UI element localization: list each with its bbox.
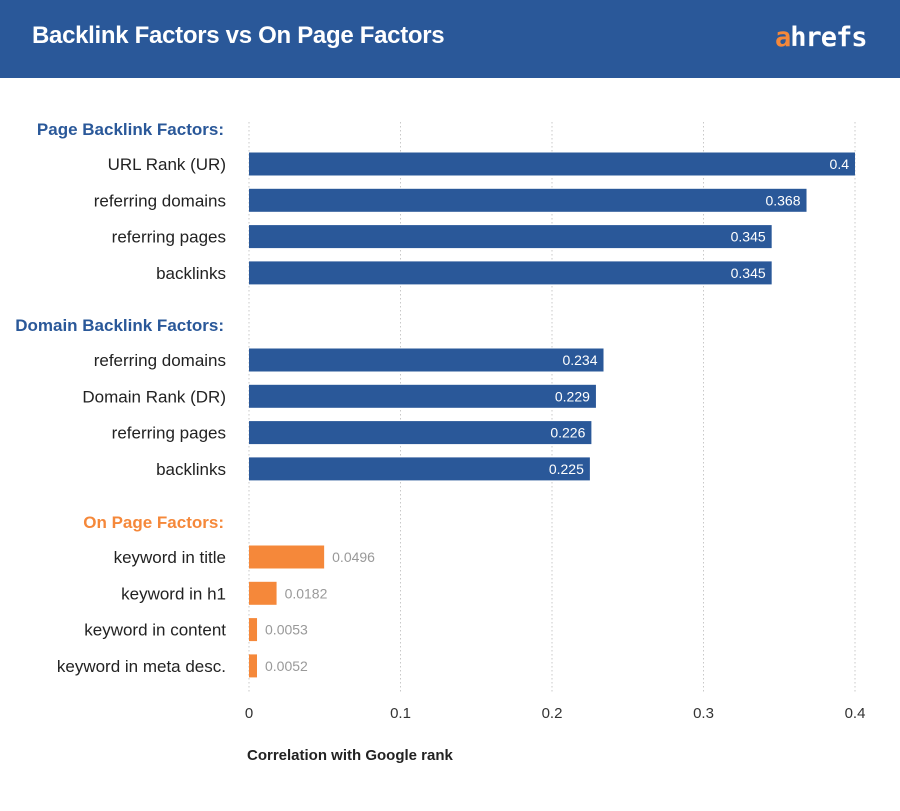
x-tick-label: 0.3	[693, 705, 714, 722]
category-label: backlinks	[156, 460, 226, 479]
bar	[249, 457, 590, 481]
category-label: keyword in h1	[121, 584, 226, 603]
bar	[249, 545, 325, 569]
bar	[249, 384, 596, 408]
ahrefs-logo: ahrefs	[775, 22, 868, 53]
category-label: keyword in content	[84, 621, 226, 640]
data-label: 0.225	[549, 461, 584, 477]
data-label: 0.0182	[285, 585, 328, 601]
category-label: referring pages	[112, 424, 226, 443]
data-label: 0.4	[830, 156, 850, 172]
data-label: 0.0052	[265, 658, 308, 674]
bar	[249, 152, 855, 176]
bar	[249, 654, 257, 678]
bar	[249, 225, 772, 249]
group-label: Domain Backlink Factors:	[15, 316, 224, 335]
bar	[249, 261, 772, 285]
data-label: 0.0496	[332, 549, 375, 565]
bar-chart: 0 0.1 0.2 0.3 0.4 Page Backlink Factors: URL R…	[15, 120, 866, 764]
category-label: URL Rank (UR)	[108, 155, 226, 174]
data-label: 0.345	[731, 265, 766, 281]
bar	[249, 581, 277, 605]
category-label: keyword in meta desc.	[57, 657, 226, 676]
data-label: 0.0053	[265, 622, 308, 638]
data-label: 0.234	[562, 352, 597, 368]
header-banner: Backlink Factors vs On Page Factors ahre…	[0, 0, 900, 78]
category-label: keyword in title	[114, 548, 226, 567]
group-label: Page Backlink Factors:	[37, 120, 224, 139]
bar	[249, 421, 592, 445]
bar	[249, 188, 807, 212]
chart-title: Backlink Factors vs On Page Factors	[32, 22, 445, 49]
bar	[249, 348, 604, 372]
x-tick-label: 0	[245, 705, 253, 722]
x-axis-label: Correlation with Google rank	[247, 747, 454, 764]
x-tick-label: 0.1	[390, 705, 411, 722]
bar	[249, 618, 258, 642]
category-label: referring pages	[112, 228, 226, 247]
category-label: backlinks	[156, 264, 226, 283]
data-label: 0.229	[555, 388, 590, 404]
category-label: referring domains	[94, 191, 226, 210]
data-label: 0.345	[731, 229, 766, 245]
data-label: 0.226	[550, 425, 585, 441]
category-label: referring domains	[94, 351, 226, 370]
x-tick-label: 0.2	[542, 705, 563, 722]
category-label: Domain Rank (DR)	[82, 387, 226, 406]
x-tick-label: 0.4	[845, 705, 866, 722]
data-label: 0.368	[765, 192, 800, 208]
group-label: On Page Factors:	[83, 513, 224, 532]
